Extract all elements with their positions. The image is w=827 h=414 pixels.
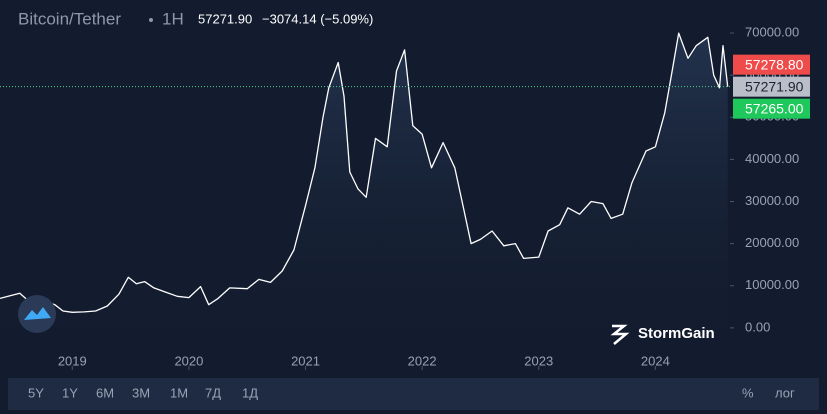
price-tag-label: 57271.90 bbox=[745, 78, 804, 94]
percent-button[interactable]: % bbox=[742, 385, 754, 400]
price-tag bbox=[733, 76, 810, 97]
price-tag bbox=[733, 98, 810, 119]
y-tick-label: 20000.00 bbox=[745, 235, 799, 250]
range-button[interactable]: 1Y bbox=[62, 385, 78, 400]
separator bbox=[149, 18, 153, 22]
range-button[interactable]: 1M bbox=[170, 385, 188, 400]
y-tick-label: 0.00 bbox=[745, 319, 770, 334]
plot: 0.0010000.0020000.0030000.0040000.005000… bbox=[0, 24, 810, 370]
logo-icon bbox=[18, 295, 56, 333]
toolbar bbox=[8, 378, 819, 410]
price-change: −3074.14 (−5.09%) bbox=[262, 11, 373, 26]
range-button[interactable]: 3M bbox=[132, 385, 150, 400]
y-tick-label: 30000.00 bbox=[745, 193, 799, 208]
y-tick-label: 70000.00 bbox=[745, 24, 799, 39]
last-price: 57271.90 bbox=[198, 11, 252, 26]
price-line bbox=[0, 32, 729, 313]
log-button[interactable]: лог bbox=[775, 385, 795, 400]
range-button[interactable]: 5Y bbox=[28, 385, 44, 400]
interval: 1H bbox=[162, 9, 184, 28]
range-button[interactable]: 6M bbox=[96, 385, 114, 400]
brand-logo: StormGain bbox=[610, 324, 715, 345]
y-tick-label: 10000.00 bbox=[745, 277, 799, 292]
area bbox=[0, 33, 728, 370]
brand: StormGain bbox=[638, 325, 715, 342]
price-tag bbox=[733, 54, 810, 75]
range-button[interactable]: 7Д bbox=[205, 385, 221, 400]
range-button[interactable]: 1Д bbox=[242, 385, 258, 400]
price-tag-label: 57278.80 bbox=[745, 56, 804, 72]
price-tag-label: 57265.00 bbox=[745, 100, 804, 116]
chart-title: Bitcoin/Tether bbox=[18, 9, 121, 28]
y-tick-label: 40000.00 bbox=[745, 151, 799, 166]
